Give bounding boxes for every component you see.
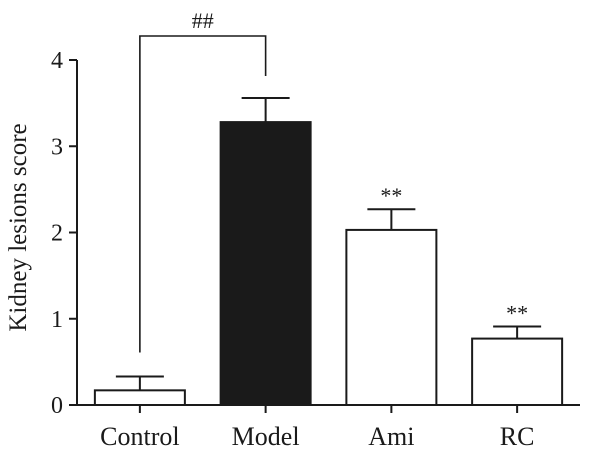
- x-tick-label: RC: [500, 422, 535, 451]
- y-tick-label: 3: [51, 134, 63, 160]
- y-tick-label: 4: [51, 48, 63, 74]
- bar-ami: [345, 228, 438, 406]
- y-axis-title: Kidney lesions score: [5, 123, 32, 331]
- comparison-bracket-line: [139, 35, 267, 353]
- bar-control: [93, 389, 186, 406]
- y-tick-label: 2: [51, 221, 63, 247]
- significance-annotations: ** **: [380, 183, 528, 325]
- bar-rc: [471, 337, 564, 406]
- y-axis: 0 1 2 3 4: [51, 48, 78, 419]
- x-axis: Control Model Ami RC: [77, 404, 580, 451]
- x-tick-label: Model: [232, 422, 300, 451]
- x-tick-label: Control: [100, 422, 179, 451]
- error-bars: [115, 96, 542, 391]
- bars: [93, 121, 564, 406]
- comparison-bracket: ##: [139, 8, 267, 353]
- significance-label: **: [506, 301, 528, 326]
- y-tick-label: 1: [51, 307, 63, 333]
- significance-label: **: [380, 183, 402, 208]
- bar-model: [219, 121, 312, 406]
- y-tick-label: 0: [51, 393, 63, 419]
- x-tick-label: Ami: [368, 422, 414, 451]
- comparison-label: ##: [192, 8, 214, 33]
